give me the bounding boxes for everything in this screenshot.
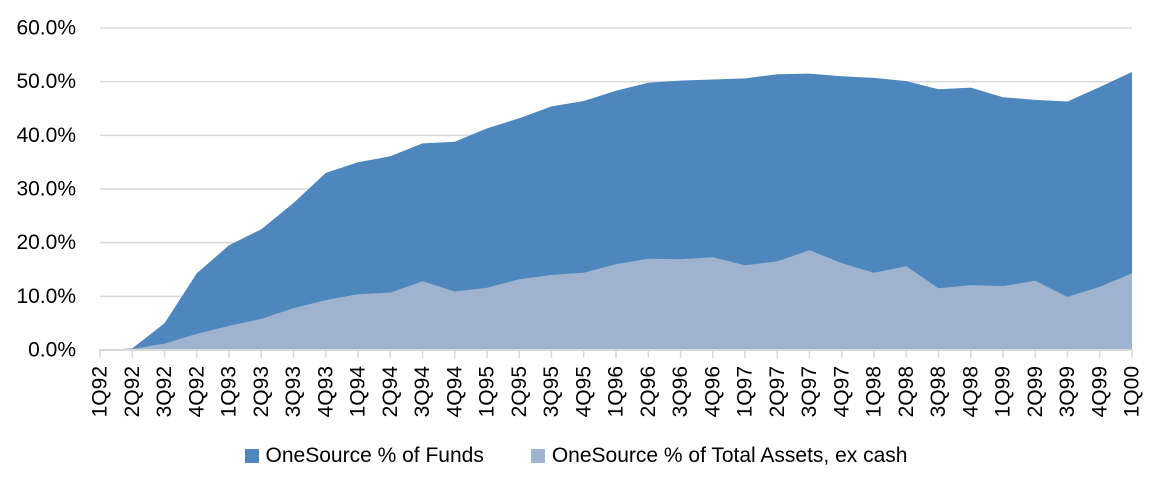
x-tick-label: 2Q98	[895, 366, 918, 417]
x-tick-label: 2Q94	[379, 366, 402, 418]
x-tick-label: 1Q96	[605, 366, 628, 417]
x-tick-label: 3Q97	[798, 366, 821, 417]
x-tick-label: 2Q92	[121, 366, 144, 417]
x-tick-label: 3Q94	[411, 366, 434, 418]
area-series-assets	[100, 250, 1132, 350]
x-tick-label: 1Q93	[218, 366, 241, 417]
x-tick-label: 1Q98	[863, 366, 886, 417]
legend-item-assets: OneSource % of Total Assets, ex cash	[530, 443, 908, 469]
y-tick-label: 0.0%	[28, 339, 76, 362]
legend-item-funds: OneSource % of Funds	[244, 443, 484, 469]
legend-swatch-funds-icon	[244, 449, 259, 463]
x-tick-label: 3Q93	[282, 366, 305, 417]
x-tick-label: 3Q95	[540, 366, 563, 417]
x-tick-label: 3Q92	[153, 366, 176, 417]
x-tick-label: 4Q99	[1088, 366, 1111, 417]
x-tick-label: 2Q93	[250, 366, 273, 417]
x-tick-label: 4Q92	[185, 366, 208, 417]
x-tick-label: 4Q95	[572, 366, 595, 417]
x-tick-label: 4Q96	[701, 366, 724, 417]
x-tick-label: 3Q96	[669, 366, 692, 417]
x-tick-label: 3Q98	[927, 366, 950, 417]
y-tick-label: 50.0%	[16, 70, 76, 93]
x-tick-label: 1Q00	[1121, 366, 1144, 417]
y-tick-label: 60.0%	[16, 17, 76, 40]
x-tick-label: 4Q93	[314, 366, 337, 417]
legend-label-funds: OneSource % of Funds	[265, 444, 484, 467]
x-tick-label: 2Q95	[508, 366, 531, 417]
legend: OneSource % of Funds OneSource % of Tota…	[0, 443, 1152, 469]
x-tick-label: 4Q97	[830, 366, 853, 417]
x-tick-label: 3Q99	[1056, 366, 1079, 417]
x-tick-label: 1Q99	[992, 366, 1015, 417]
x-tick-label: 2Q97	[766, 366, 789, 417]
x-tick-label: 2Q96	[637, 366, 660, 417]
y-tick-label: 30.0%	[16, 178, 76, 201]
x-tick-label: 1Q97	[734, 366, 757, 417]
x-tick-label: 1Q92	[89, 366, 112, 417]
x-tick-label: 1Q95	[476, 366, 499, 417]
x-tick-label: 4Q94	[443, 366, 466, 418]
legend-label-assets: OneSource % of Total Assets, ex cash	[551, 444, 908, 467]
x-tick-label: 4Q98	[959, 366, 982, 417]
legend-swatch-assets-icon	[530, 449, 545, 463]
y-tick-label: 10.0%	[16, 285, 76, 308]
x-tick-label: 1Q94	[347, 366, 370, 418]
y-tick-label: 40.0%	[16, 124, 76, 147]
x-tick-label: 2Q99	[1024, 366, 1047, 417]
y-tick-label: 20.0%	[16, 231, 76, 254]
